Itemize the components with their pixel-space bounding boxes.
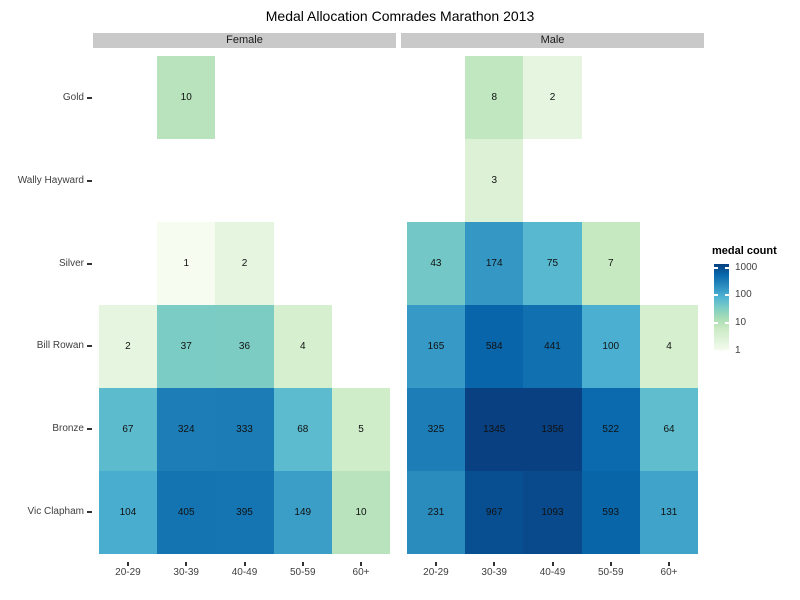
heatmap-cell: 1356 [523,387,582,471]
legend-tick-mark [714,350,718,352]
y-axis-tick [87,511,92,514]
heatmap-cell: 64 [639,387,699,471]
heatmap-cell: 405 [157,470,216,554]
heatmap-cell: 75 [523,222,582,305]
heatmap-cell: 4 [273,305,332,388]
x-axis-tick [551,562,554,566]
y-axis-tick [87,179,92,182]
heatmap-cell: 149 [273,470,332,554]
legend-title: medal count [712,245,777,257]
heatmap-cell: 522 [581,387,640,471]
x-axis-label: 30-39 [173,567,199,578]
x-axis-label: 30-39 [481,567,507,578]
x-axis-label: 50-59 [289,567,316,578]
heatmap-cell: 165 [406,305,466,388]
y-axis-tick [87,428,92,431]
heatmap-cell: 10 [157,56,216,140]
legend-gradient-bar [714,264,729,351]
x-axis-label: 20-29 [115,567,141,578]
y-axis-tick [87,262,92,265]
y-axis-label: Wally Hayward [17,174,84,186]
heatmap-cell: 104 [98,470,158,554]
x-axis-tick [243,562,246,566]
heatmap-cell: 8 [465,56,524,140]
x-axis-label: 60+ [660,567,678,578]
heatmap-cell: 100 [581,305,640,388]
heatmap-cell: 2 [523,56,582,140]
heatmap-cell: 3 [465,139,524,223]
legend-tick-mark [725,350,729,352]
heatmap-cell: 395 [215,470,274,554]
y-axis-tick [87,345,92,348]
heatmap-cell: 174 [465,222,524,305]
y-axis-tick [87,96,92,99]
legend-tick-mark [714,266,718,269]
y-axis-label: Gold [62,91,84,103]
heatmap-cell: 10 [331,470,391,554]
x-axis-tick [609,562,612,566]
y-axis-label: Silver [58,257,84,269]
heatmap-cell: 7 [581,222,640,305]
x-axis-tick [185,562,188,566]
y-axis-label: Vic Clapham [27,506,84,518]
heatmap-cell: 1093 [523,470,582,554]
legend-tick-label: 1000 [735,261,758,273]
x-axis-label: 40-49 [539,567,566,578]
x-axis-tick [434,562,437,566]
heatmap-cell: 1345 [465,387,524,471]
legend-tick-label: 100 [735,289,752,301]
legend-tick-label: 1 [735,345,741,356]
legend-tick-label: 10 [735,317,747,329]
heatmap-cell: 584 [465,305,524,388]
heatmap-cell: 593 [581,470,640,554]
legend-tick-mark [714,322,718,325]
heatmap-cell: 325 [406,387,466,471]
heatmap-cell: 36 [215,305,274,388]
heatmap-cell: 67 [98,387,158,471]
heatmap-cell: 333 [215,387,274,471]
heatmap-cell: 1 [157,222,216,305]
heatmap-cell: 2 [215,222,274,305]
y-axis-label: Bill Rowan [36,340,84,352]
heatmap-cell: 324 [157,387,216,471]
legend-tick-mark [714,294,718,297]
x-axis-tick [301,562,304,566]
heatmap-cell: 4 [639,305,699,388]
facet-strip-male: Male [401,33,704,48]
chart-title: Medal Allocation Comrades Marathon 2013 [265,8,535,24]
heatmap-cell: 43 [406,222,466,305]
x-axis-tick [493,562,496,566]
heatmap-cell: 231 [406,470,466,554]
heatmap-cell: 967 [465,470,524,554]
heatmap-cell: 68 [273,387,332,471]
legend-tick-mark [725,266,729,269]
heatmap-cell: 5 [331,387,391,471]
x-axis-label: 20-29 [423,567,449,578]
y-axis-label: Bronze [52,423,84,435]
x-axis-tick [126,562,129,566]
heatmap-cell: 2 [98,305,158,388]
facet-strip-female: Female [93,33,396,48]
heatmap-cell: 37 [157,305,216,388]
heatmap-cell: 131 [639,470,699,554]
legend-tick-mark [725,294,729,297]
heatmap-cell: 441 [523,305,582,388]
x-axis-label: 50-59 [597,567,624,578]
x-axis-label: 60+ [352,567,370,578]
x-axis-tick [360,562,363,566]
x-axis-tick [668,562,671,566]
legend-tick-mark [725,322,729,325]
x-axis-label: 40-49 [231,567,258,578]
